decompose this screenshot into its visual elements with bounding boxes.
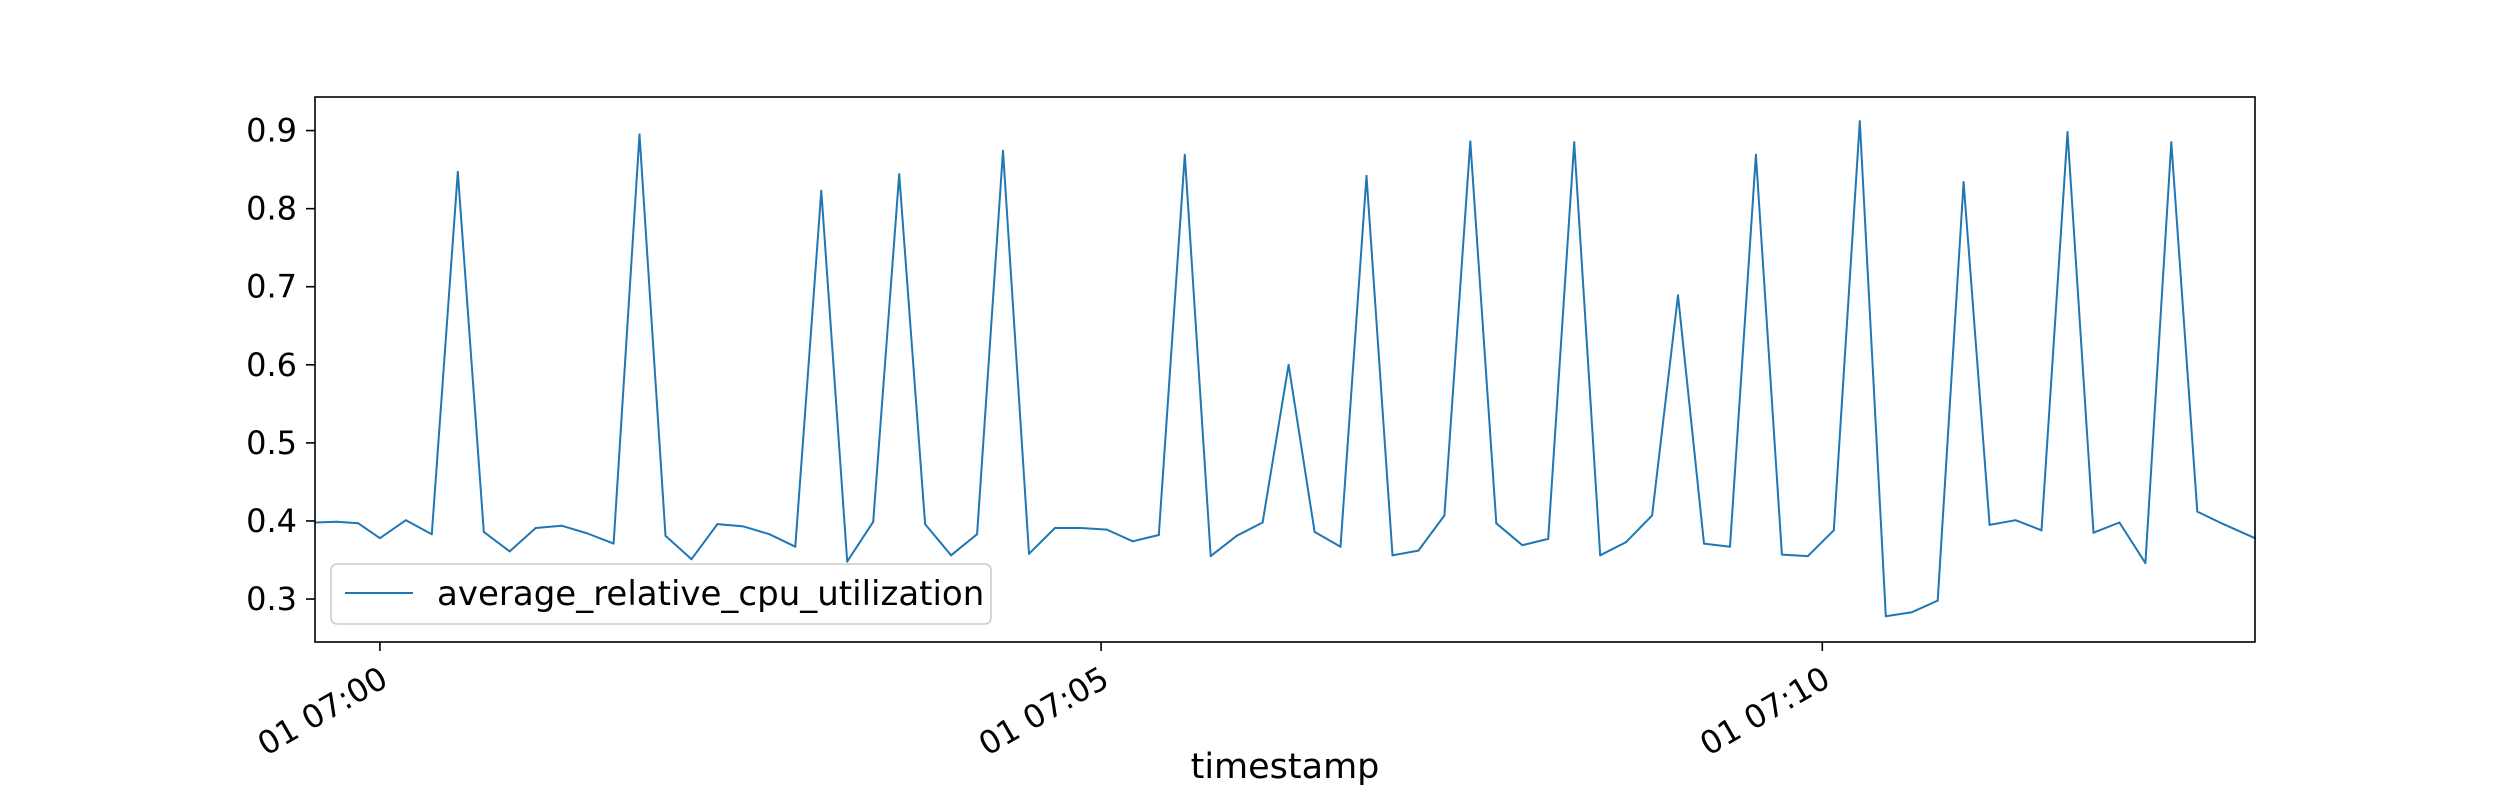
data-point — [1417, 549, 1420, 552]
data-point — [1754, 153, 1757, 156]
data-point — [638, 133, 641, 136]
legend-label: average_relative_cpu_utilization — [437, 574, 984, 614]
data-point — [1832, 529, 1835, 532]
y-axis: 0.3 0.4 0.5 0.6 0.7 0.8 0.9 — [246, 112, 315, 618]
data-point — [664, 534, 667, 537]
y-tick-label: 0.5 — [246, 424, 297, 462]
data-point — [1365, 174, 1368, 177]
data-point — [1780, 553, 1783, 556]
data-point — [1053, 527, 1056, 530]
data-point — [1391, 554, 1394, 557]
data-point — [1858, 120, 1861, 123]
data-point — [794, 545, 797, 548]
data-point — [1677, 294, 1680, 297]
data-point — [357, 522, 360, 525]
data-point — [1235, 534, 1238, 537]
data-point — [1703, 542, 1706, 545]
data-point — [742, 525, 745, 528]
data-point — [2222, 523, 2225, 526]
data-point — [1910, 611, 1913, 614]
data-point — [898, 173, 901, 176]
data-point — [2118, 521, 2121, 524]
data-point — [1806, 555, 1809, 558]
data-point — [1936, 599, 1939, 602]
x-axis-label: timestamp — [1191, 747, 1380, 787]
data-point — [2014, 519, 2017, 522]
x-axis: 01 07:00 01 07:05 01 07:10 — [251, 642, 1836, 763]
data-point — [1728, 545, 1731, 548]
data-point — [1157, 534, 1160, 537]
data-point — [1027, 552, 1030, 555]
data-point — [2092, 531, 2095, 534]
data-point — [482, 530, 485, 533]
data-point — [2040, 529, 2043, 532]
data-point — [1495, 522, 1498, 525]
data-point — [846, 560, 849, 563]
data-point — [612, 542, 615, 545]
y-tick-label: 0.6 — [246, 346, 297, 384]
data-point — [1131, 540, 1134, 543]
data-point — [1183, 153, 1186, 156]
data-point — [1287, 363, 1290, 366]
data-point — [716, 523, 719, 526]
legend: average_relative_cpu_utilization — [330, 563, 992, 625]
data-point — [335, 520, 338, 523]
x-tick-label: 01 07:00 — [251, 659, 394, 763]
data-point — [560, 524, 563, 527]
data-point — [872, 520, 875, 523]
data-point — [430, 533, 433, 536]
y-tick-label: 0.3 — [246, 580, 297, 618]
data-point — [456, 170, 459, 173]
data-point — [1339, 545, 1342, 548]
data-point — [508, 550, 511, 553]
data-point — [950, 554, 953, 557]
data-point — [1443, 514, 1446, 517]
data-point — [2170, 141, 2173, 144]
data-point — [1079, 527, 1082, 530]
series-line-average-relative-cpu-utilization — [314, 120, 2256, 618]
data-point — [1313, 530, 1316, 533]
data-point — [1988, 523, 1991, 526]
data-point — [1209, 555, 1212, 558]
data-point — [1962, 181, 1965, 184]
data-point — [378, 537, 381, 540]
data-point — [1261, 521, 1264, 524]
data-point — [924, 523, 927, 526]
y-tick-label: 0.9 — [246, 112, 297, 150]
data-point — [404, 519, 407, 522]
y-tick-label: 0.4 — [246, 502, 297, 540]
data-point — [1573, 141, 1576, 144]
data-point — [820, 189, 823, 192]
data-point — [1547, 537, 1550, 540]
data-point — [2144, 562, 2147, 565]
plot-area — [315, 97, 2255, 642]
data-point — [1469, 140, 1472, 143]
x-tick-label: 01 07:10 — [1693, 659, 1836, 763]
data-point — [1625, 541, 1628, 544]
data-point — [690, 558, 693, 561]
data-point — [976, 533, 979, 536]
data-point — [1599, 554, 1602, 557]
data-point — [534, 527, 537, 530]
data-point — [2066, 131, 2069, 134]
y-tick-label: 0.8 — [246, 190, 297, 228]
data-point — [586, 532, 589, 535]
data-point — [1651, 514, 1654, 517]
data-point — [1884, 615, 1887, 618]
data-point — [1521, 544, 1524, 547]
data-point — [2196, 510, 2199, 513]
data-point — [768, 533, 771, 536]
data-point — [1105, 528, 1108, 531]
plot-frame — [314, 96, 2256, 643]
data-point — [1002, 149, 1005, 152]
legend-box — [330, 563, 992, 625]
x-tick-label: 01 07:05 — [972, 659, 1115, 763]
y-tick-label: 0.7 — [246, 268, 297, 306]
